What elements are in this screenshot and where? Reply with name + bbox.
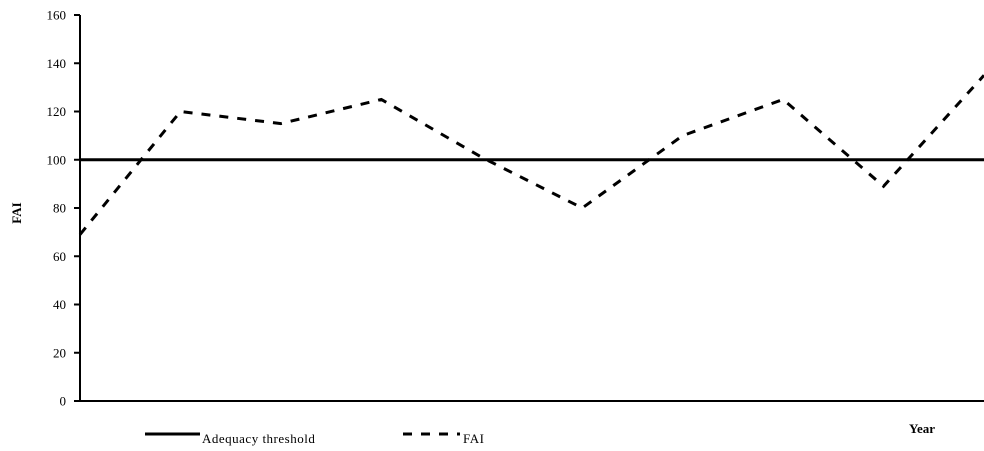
y-tick-label: 20	[53, 345, 66, 360]
y-tick-label: 40	[53, 297, 66, 312]
y-axis-ticks: 0 20 40 60 80 100 120 140 160	[47, 8, 80, 409]
y-tick-label: 160	[47, 8, 67, 23]
legend-label-fai: FAI	[463, 431, 484, 446]
x-axis-title: Year	[909, 421, 935, 436]
y-tick-label: 120	[47, 104, 67, 119]
series-line-fai	[78, 74, 984, 236]
y-axis-title: FAI	[9, 202, 24, 223]
legend: Adequacy threshold FAI	[145, 431, 484, 446]
y-tick-label: 80	[53, 201, 66, 216]
y-tick-label: 140	[47, 56, 67, 71]
y-tick-label: 60	[53, 249, 66, 264]
y-tick-label: 0	[60, 394, 67, 409]
series-layer	[78, 74, 984, 236]
legend-label-adequacy-threshold: Adequacy threshold	[202, 431, 315, 446]
y-tick-label: 100	[47, 152, 67, 167]
